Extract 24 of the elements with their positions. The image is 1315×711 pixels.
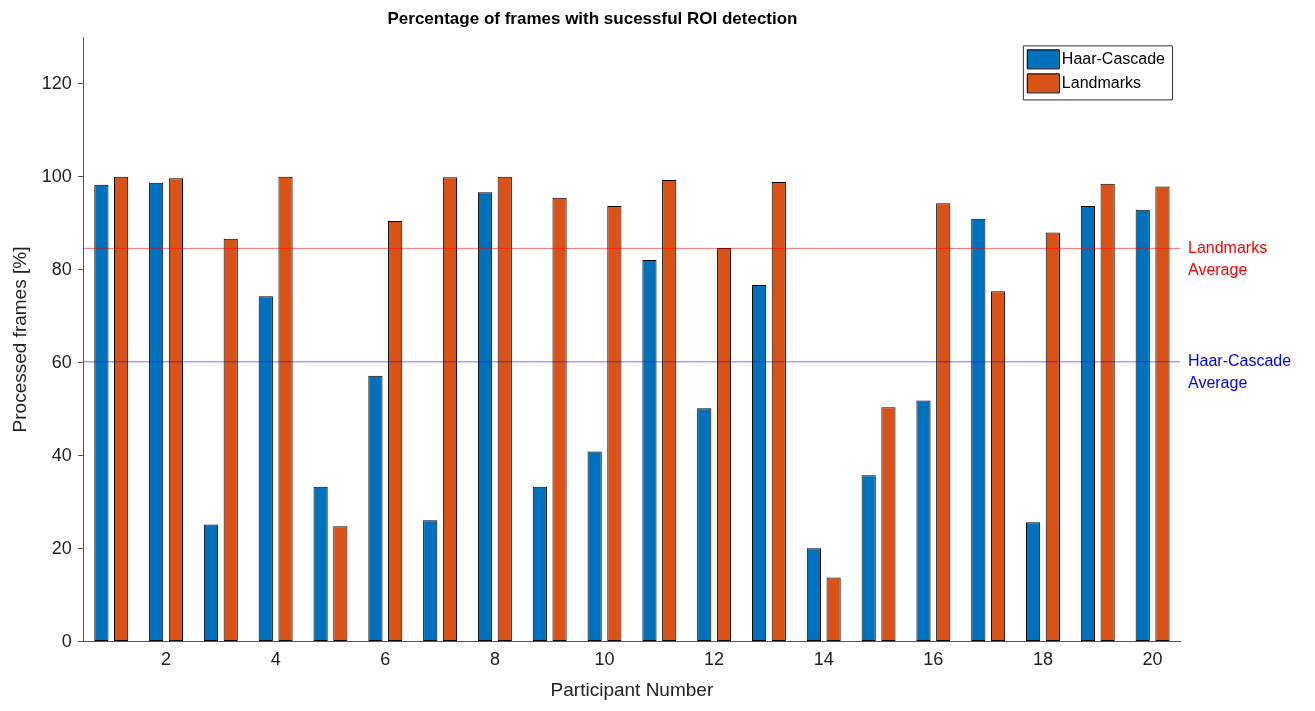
legend-label: Haar-Cascade (1061, 49, 1166, 67)
x-tick-label: 6 (380, 649, 391, 670)
x-tick-label: 18 (1032, 649, 1053, 670)
x-tick-label: 10 (594, 649, 615, 670)
legend-label: Landmarks (1061, 73, 1141, 91)
y-tick-label: 80 (51, 258, 72, 279)
ref-line-label: Landmarks Average (1188, 238, 1268, 278)
y-tick-label: 40 (51, 444, 72, 465)
x-tick-label: 12 (704, 649, 725, 670)
y-tick-label: 120 (41, 72, 72, 93)
x-tick-label: 20 (1142, 649, 1163, 670)
y-tick-label: 0 (61, 630, 72, 651)
y-tick-label: 20 (51, 537, 72, 558)
y-axis-title: Processed frames [%] (8, 246, 30, 433)
y-tick-label: 100 (41, 165, 72, 186)
x-tick-label: 16 (923, 649, 944, 670)
chart-title: Percentage of frames with sucessful ROI detection (387, 8, 798, 28)
ref-line-label: Haar-Cascade Average (1188, 352, 1292, 392)
y-tick-label: 60 (51, 351, 72, 372)
x-tick-label: 2 (161, 649, 172, 670)
x-tick-label: 4 (270, 649, 281, 670)
x-axis-title: Participant Number (550, 678, 714, 700)
x-tick-label: 14 (813, 649, 834, 670)
x-tick-label: 8 (489, 649, 500, 670)
